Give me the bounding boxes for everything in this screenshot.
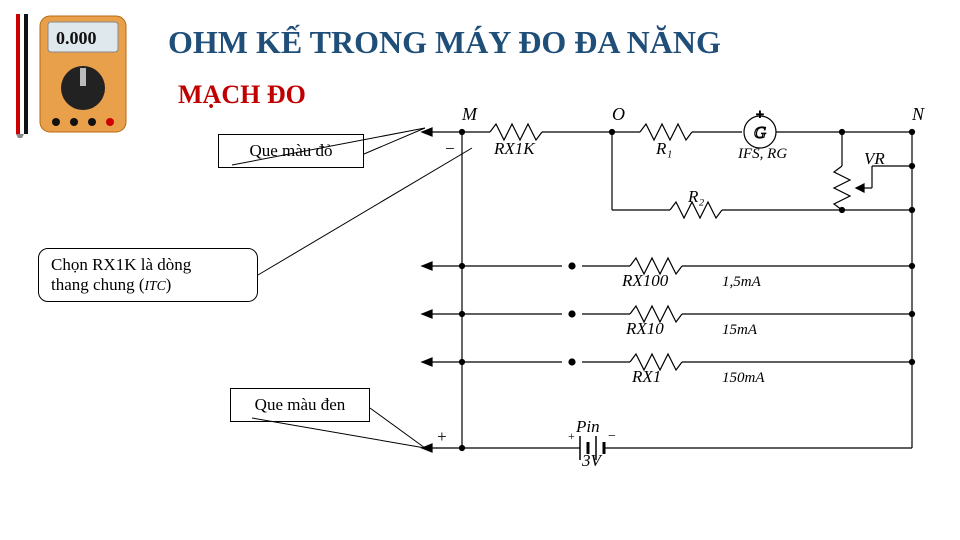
svg-text:−: − <box>608 429 616 444</box>
label-rx1: RX1 <box>631 367 661 386</box>
circuit-diagram: G + <box>412 106 942 466</box>
label-rx100: RX100 <box>621 271 669 290</box>
node-m: M <box>461 106 478 124</box>
val-rx10: 15mA <box>722 322 758 338</box>
svg-text:+: + <box>568 429 575 443</box>
label-r1: R₁ <box>655 139 672 158</box>
label-rx10: RX10 <box>625 319 664 338</box>
svg-text:+: + <box>756 108 764 123</box>
label-vr: VR <box>864 149 885 168</box>
node-o: O <box>612 106 625 124</box>
node-n: N <box>911 106 925 124</box>
svg-text:G: G <box>754 123 766 142</box>
val-rx100: 1,5mA <box>722 274 762 290</box>
label-rx1k: RX1K <box>493 139 536 158</box>
label-r2: R₂ <box>687 187 704 206</box>
val-rx1: 150mA <box>722 370 765 386</box>
label-ifs-rg: IFS, RG <box>737 146 787 162</box>
label-pin: Pin <box>575 417 600 436</box>
minus-sign: − <box>444 139 455 158</box>
plus-sign: + <box>436 427 447 446</box>
label-pin-v: 3V <box>581 451 604 466</box>
